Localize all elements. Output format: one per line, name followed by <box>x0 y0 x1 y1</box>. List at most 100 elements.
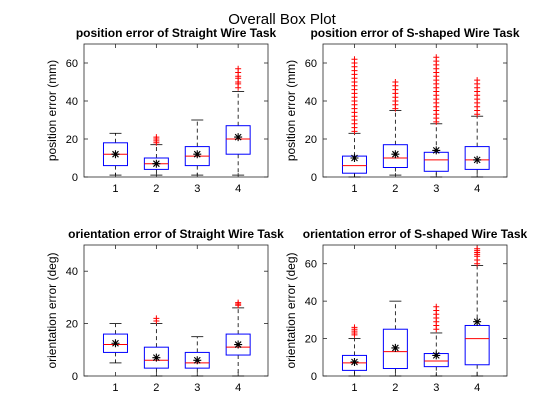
subplot-4: orientation error of S-shaped Wire Task o… <box>284 227 528 394</box>
subplot-title: position error of S-shaped Wire Task <box>310 26 519 40</box>
box-4: 4 <box>225 44 251 195</box>
outlier-marker <box>351 324 358 331</box>
y-tick-label: 40 <box>66 266 78 278</box>
axes-frame <box>322 43 508 178</box>
iqr-box <box>423 151 449 172</box>
y-tick-label: 20 <box>66 134 78 146</box>
mean-marker <box>111 150 120 159</box>
outlier-marker <box>235 299 242 306</box>
subplot-title: position error of Straight Wire Task <box>76 26 277 40</box>
mean-marker <box>473 155 482 164</box>
mean-marker <box>350 357 359 366</box>
y-tick-label: 40 <box>305 296 317 308</box>
subplot-2: position error of S-shaped Wire Task posi… <box>284 26 520 195</box>
y-tick-label: 0 <box>311 172 317 184</box>
box-2: 2 <box>143 245 169 394</box>
y-tick-label: 20 <box>66 319 78 331</box>
iqr-box <box>102 333 128 353</box>
subplot-title: orientation error of S-shaped Wire Task <box>303 227 528 241</box>
axes-frame <box>83 244 269 377</box>
outlier-marker <box>433 54 440 61</box>
mean-marker <box>432 146 441 155</box>
y-tick-label: 60 <box>66 58 78 70</box>
x-tick-label: 3 <box>194 183 200 195</box>
x-tick-label: 4 <box>474 183 480 195</box>
y-tick-label: 0 <box>72 172 78 184</box>
mean-marker <box>111 339 120 348</box>
mean-marker <box>350 154 359 162</box>
mean-marker <box>152 353 161 362</box>
mean-marker <box>391 150 400 159</box>
box-4: 4 <box>464 44 490 195</box>
x-tick-label: 3 <box>194 382 200 394</box>
x-tick-label: 4 <box>474 382 480 394</box>
x-tick-label: 3 <box>433 382 439 394</box>
box-4: 4 <box>225 245 251 394</box>
box-1: 1 <box>341 44 367 195</box>
mean-marker <box>432 351 441 360</box>
iqr-box <box>464 146 490 170</box>
outlier-marker <box>235 65 242 72</box>
subplot-title: orientation error of Straight Wire Task <box>68 227 284 241</box>
y-tick-label: 40 <box>66 96 78 108</box>
x-tick-label: 2 <box>153 382 159 394</box>
subplot-1: position error of Straight Wire Task posi… <box>45 26 277 195</box>
iqr-box <box>184 351 210 369</box>
iqr-box <box>464 324 490 366</box>
y-tick-label: 0 <box>311 371 317 383</box>
x-tick-label: 2 <box>392 183 398 195</box>
box-2: 2 <box>382 245 408 394</box>
mean-marker <box>234 340 243 349</box>
subplot-3: orientation error of Straight Wire Task o… <box>45 227 284 394</box>
box-3: 3 <box>423 245 449 394</box>
y-tick-label: 20 <box>305 134 317 146</box>
x-tick-label: 4 <box>235 382 241 394</box>
figure-title: Overall Box Plot <box>228 11 336 28</box>
mean-marker <box>152 159 161 168</box>
box-2: 2 <box>382 44 408 195</box>
outlier-marker <box>474 245 481 252</box>
y-axis-label: orientation error (deg) <box>284 252 298 368</box>
iqr-box <box>382 144 408 168</box>
x-tick-label: 2 <box>153 183 159 195</box>
y-tick-label: 0 <box>72 371 78 383</box>
axes-frame <box>83 43 269 178</box>
outlier-marker <box>433 303 440 310</box>
mean-marker <box>473 317 482 326</box>
x-tick-label: 3 <box>433 183 439 195</box>
y-tick-label: 60 <box>305 259 317 271</box>
x-tick-label: 1 <box>112 183 118 195</box>
outlier-marker <box>474 77 481 84</box>
outlier-marker <box>153 315 160 322</box>
outlier-marker <box>351 56 358 63</box>
x-tick-label: 1 <box>351 382 357 394</box>
mean-marker <box>193 356 202 365</box>
axes-frame <box>322 244 508 377</box>
x-tick-label: 2 <box>392 382 398 394</box>
y-tick-label: 60 <box>305 58 317 70</box>
x-tick-label: 4 <box>235 183 241 195</box>
y-axis-label: orientation error (deg) <box>45 252 59 368</box>
x-tick-label: 1 <box>112 382 118 394</box>
mean-marker <box>193 150 202 159</box>
y-axis-label: position error (mm) <box>284 60 298 161</box>
iqr-box <box>143 346 169 369</box>
box-4: 4 <box>464 245 490 394</box>
box-3: 3 <box>184 44 210 195</box>
y-tick-label: 40 <box>305 96 317 108</box>
mean-marker <box>234 133 243 142</box>
y-tick-label: 20 <box>305 334 317 346</box>
iqr-box <box>225 125 251 155</box>
box-1: 1 <box>102 245 128 394</box>
box-1: 1 <box>102 44 128 195</box>
iqr-box <box>225 333 251 356</box>
mean-marker <box>391 343 400 352</box>
x-tick-label: 1 <box>351 183 357 195</box>
box-2: 2 <box>143 44 169 195</box>
outlier-marker <box>392 79 399 85</box>
box-3: 3 <box>184 245 210 394</box>
y-axis-label: position error (mm) <box>45 60 59 161</box>
iqr-box <box>382 328 408 370</box>
box-1: 1 <box>341 245 367 394</box>
